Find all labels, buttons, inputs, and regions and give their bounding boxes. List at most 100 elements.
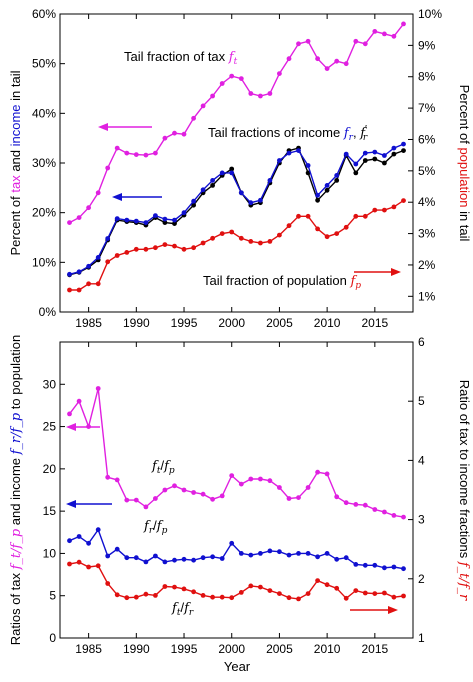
x-tick-label: 2000 — [218, 316, 245, 330]
data-point-ft_fr — [401, 593, 406, 599]
left-tick-label: 10 — [43, 546, 57, 560]
data-point-fr_fp — [172, 557, 177, 563]
data-point-ft — [401, 21, 406, 27]
data-point-ft — [86, 205, 91, 211]
x-tick-label: 2015 — [361, 642, 388, 656]
data-point-ft_fr — [267, 588, 273, 593]
data-point-ft_fr — [296, 596, 301, 602]
data-point-fr — [267, 178, 273, 183]
data-point-ft_fp — [353, 502, 359, 507]
data-point-fr — [286, 150, 292, 156]
data-point-ft_fr — [67, 561, 72, 567]
data-point-ft — [362, 41, 368, 47]
data-point-fp — [105, 259, 111, 265]
data-point-fr_fp — [248, 552, 254, 558]
data-point-fp — [172, 243, 177, 249]
data-point-fp — [162, 242, 168, 248]
bottom-x-axis-label: Year — [224, 659, 251, 674]
series-ft — [67, 21, 406, 226]
arrow-left-magenta — [98, 123, 152, 131]
data-point-fr — [67, 271, 72, 277]
data-point-fp — [86, 281, 91, 287]
top-series-group — [67, 21, 406, 293]
data-point-ft_fr — [353, 588, 359, 593]
data-point-ft_fp — [286, 496, 292, 501]
data-point-ft — [124, 150, 130, 156]
series-ft_fp — [67, 386, 406, 520]
data-point-ft — [258, 93, 263, 99]
data-point-ft_fr — [143, 591, 149, 597]
annotation-population-sub: p — [355, 281, 361, 291]
data-point-fr — [191, 198, 197, 204]
annotation-income-symbol2: f — [359, 126, 367, 141]
data-point-fr — [124, 217, 130, 223]
data-point-ft_fp — [258, 476, 263, 482]
left-tick-label: 5 — [49, 589, 56, 603]
data-point-fr_prime — [391, 151, 397, 157]
data-point-fr_prime — [315, 197, 320, 203]
data-point-ft_fp — [95, 386, 101, 391]
data-point-fr_fp — [382, 565, 387, 571]
bottom-left-label-part: to population — [8, 335, 23, 413]
data-point-ft — [67, 220, 72, 226]
annotation-ft-fp-den: f — [163, 459, 171, 474]
data-point-ft_fp — [401, 514, 406, 520]
data-point-fr_fp — [67, 538, 72, 544]
right-tick-label: 8% — [418, 70, 436, 84]
data-point-ft_fp — [267, 478, 273, 484]
annotation-ft-fp-num-sub: t — [157, 466, 161, 476]
data-point-fp — [210, 235, 216, 241]
data-point-fr_fp — [153, 553, 158, 559]
data-point-fp — [143, 246, 149, 252]
data-point-fp — [362, 213, 368, 219]
data-point-ft — [277, 71, 282, 76]
data-point-fr_fp — [286, 552, 292, 558]
left-tick-label: 50% — [32, 57, 56, 71]
data-point-ft — [353, 38, 359, 44]
arrow-left-blue — [112, 193, 162, 201]
annotation-population-text: Tail fraction of population — [203, 273, 350, 288]
annotation-ft-fr-num-sub: t — [177, 608, 181, 618]
data-point-fp — [229, 229, 235, 235]
data-point-fr_fp — [238, 551, 244, 556]
data-point-ft_fp — [343, 500, 349, 506]
left-tick-label: 10% — [32, 255, 56, 269]
data-point-fp — [334, 231, 340, 237]
data-point-fr — [324, 183, 330, 188]
bottom-x-axis: 1985 1990 1995 2000 2005 2010 2015 — [75, 342, 389, 656]
data-point-fr_fp — [191, 557, 197, 563]
data-point-fr_fp — [86, 540, 91, 546]
data-point-ft — [372, 29, 378, 34]
data-point-ft — [286, 56, 292, 62]
data-point-fr — [172, 217, 177, 223]
data-point-fp — [401, 198, 406, 204]
annotation-fr-fp-num: f — [143, 519, 151, 534]
data-point-fr_fp — [105, 553, 111, 559]
right-tick-label: 5 — [418, 394, 425, 408]
data-point-fr — [210, 178, 216, 183]
data-point-fr_fp — [162, 559, 168, 565]
data-point-ft_fr — [86, 564, 91, 570]
data-point-fr_fp — [133, 555, 139, 561]
series-fp — [67, 198, 406, 293]
right-tick-label: 10% — [418, 7, 442, 21]
data-point-fr_fp — [210, 554, 216, 560]
data-point-ft — [334, 58, 340, 64]
data-point-ft_fr — [286, 595, 292, 601]
data-point-ft_fr — [200, 593, 206, 598]
bottom-left-label-part: f_t/f_p — [9, 528, 24, 570]
data-point-fr — [391, 145, 397, 151]
x-tick-label: 2005 — [266, 642, 293, 656]
data-point-fr — [315, 192, 320, 198]
data-point-ft_fp — [324, 471, 330, 477]
data-point-ft — [305, 38, 311, 44]
data-point-ft_fp — [296, 495, 301, 500]
data-point-ft_fp — [277, 485, 282, 490]
data-point-fp — [305, 213, 311, 219]
data-point-fr_fp — [277, 549, 282, 555]
data-point-fr_prime — [353, 170, 359, 176]
x-tick-label: 2015 — [361, 316, 388, 330]
data-point-ft_fp — [305, 485, 311, 490]
data-point-ft_fr — [334, 585, 340, 591]
data-point-ft_fr — [181, 586, 187, 592]
